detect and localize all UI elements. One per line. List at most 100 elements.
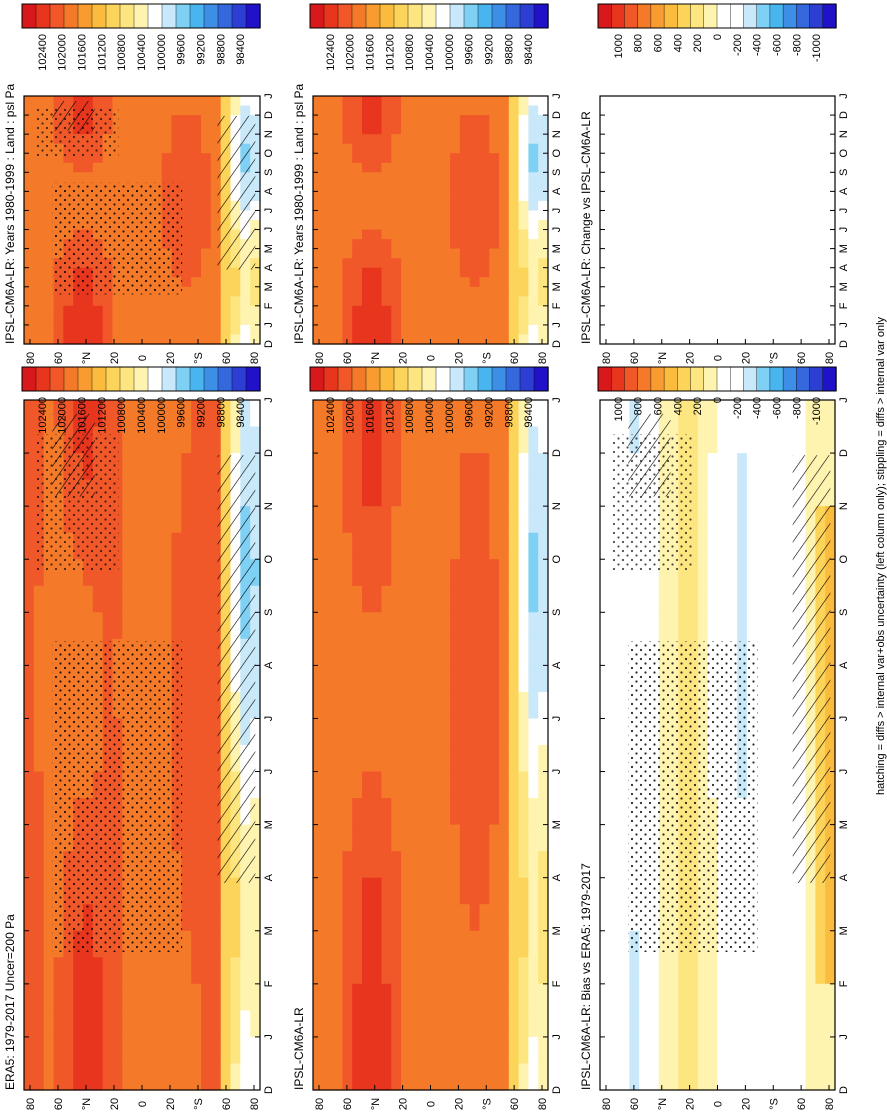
heat-cell — [420, 771, 432, 799]
heat-cell — [450, 798, 461, 826]
heat-cell — [201, 315, 212, 326]
colorbar-swatch — [119, 3, 135, 29]
heat-cell — [518, 930, 529, 958]
heat-cell — [332, 824, 343, 852]
heat-cell — [43, 153, 55, 164]
heat-cell — [342, 930, 353, 958]
colorbar-swatch — [351, 3, 367, 29]
heat-cell — [43, 315, 55, 326]
heat-cell — [43, 798, 55, 826]
heat-cell — [322, 96, 334, 107]
heat-cell — [518, 824, 529, 852]
heat-cell — [132, 96, 143, 107]
heat-cell — [508, 229, 520, 240]
heat-cell — [420, 248, 432, 259]
heat-cell — [181, 200, 192, 211]
heat-cell — [697, 453, 709, 481]
colorbar-swatch — [203, 3, 219, 29]
heat-cell — [440, 229, 451, 240]
heat-cell — [707, 453, 719, 481]
colorbar-swatch — [231, 366, 247, 392]
heat-cell — [43, 334, 55, 345]
heat-cell — [250, 638, 261, 666]
heat-cell — [450, 134, 461, 145]
heat-cell — [538, 930, 549, 958]
heat-cell — [33, 638, 45, 666]
heat-cell — [518, 134, 529, 145]
heat-cell — [352, 96, 363, 107]
heat-cell — [53, 153, 64, 164]
heat-cell — [668, 1063, 679, 1091]
heat-cell — [322, 258, 334, 269]
heat-cell — [786, 904, 797, 932]
heat-cell — [43, 1063, 55, 1091]
heat-cell — [410, 153, 422, 164]
heat-cell — [112, 172, 123, 183]
heat-cell — [518, 798, 529, 826]
heat-cell — [450, 191, 461, 202]
heat-cell — [201, 930, 212, 958]
heat-cell — [83, 400, 94, 428]
heat-cell — [132, 426, 143, 454]
heat-cell — [459, 162, 471, 173]
heat-cell — [191, 638, 202, 666]
heat-cell — [362, 559, 373, 587]
heat-cell — [342, 105, 353, 116]
heat-cell — [352, 172, 363, 183]
heat-cell — [469, 258, 481, 269]
heat-cell — [538, 771, 549, 799]
colorbar-label: 98800 — [503, 397, 515, 428]
month-tick-label: J — [263, 208, 275, 214]
heat-cell — [132, 559, 143, 587]
heat-cell — [322, 1010, 334, 1038]
heat-cell — [479, 824, 490, 852]
heat-cell — [420, 612, 432, 640]
heat-cell — [538, 324, 549, 335]
heat-cell — [352, 1036, 363, 1064]
heat-cell — [489, 877, 500, 905]
heat-cell — [401, 143, 412, 154]
heat-cell — [479, 798, 490, 826]
heat-cell — [332, 334, 343, 345]
heat-cell — [250, 453, 261, 481]
heat-cell — [479, 248, 490, 259]
heat-cell — [786, 426, 797, 454]
heat-cell — [508, 315, 520, 326]
heat-cell — [220, 105, 232, 116]
heat-cell — [469, 718, 481, 746]
heat-cell — [410, 638, 422, 666]
heat-cell — [201, 851, 212, 879]
heat-cell — [171, 506, 182, 534]
heat-cell — [518, 957, 529, 985]
heat-cell — [786, 824, 797, 852]
heat-cell — [707, 1063, 719, 1091]
colorbar-swatch — [133, 366, 149, 392]
heat-cell — [518, 665, 529, 693]
heat-cell — [92, 162, 104, 173]
heat-cell — [191, 877, 202, 905]
heat-cell — [508, 983, 520, 1011]
heat-cell — [469, 105, 481, 116]
heat-cell — [528, 286, 539, 297]
colorbar-frame — [21, 3, 261, 29]
heat-cell — [342, 691, 353, 719]
heat-cell — [362, 305, 373, 316]
heat-cell — [401, 105, 412, 116]
heat-cell — [102, 162, 114, 173]
colorbar-swatch — [650, 366, 665, 392]
heat-cell — [737, 532, 748, 560]
heat-cell — [181, 1036, 192, 1064]
heat-cell — [668, 559, 679, 587]
heat-cell — [230, 267, 241, 278]
heat-cell — [240, 877, 251, 905]
hatching — [52, 100, 95, 131]
heat-cell — [776, 506, 787, 534]
colorbar-label: 101200 — [96, 397, 108, 434]
colorbar-label: 0 — [712, 397, 724, 403]
heat-cell — [313, 115, 324, 126]
colorbar-swatch — [309, 3, 325, 29]
heat-cell — [371, 305, 383, 316]
heat-cell — [528, 305, 539, 316]
heat-cell — [371, 115, 383, 126]
heat-cell — [122, 453, 133, 481]
